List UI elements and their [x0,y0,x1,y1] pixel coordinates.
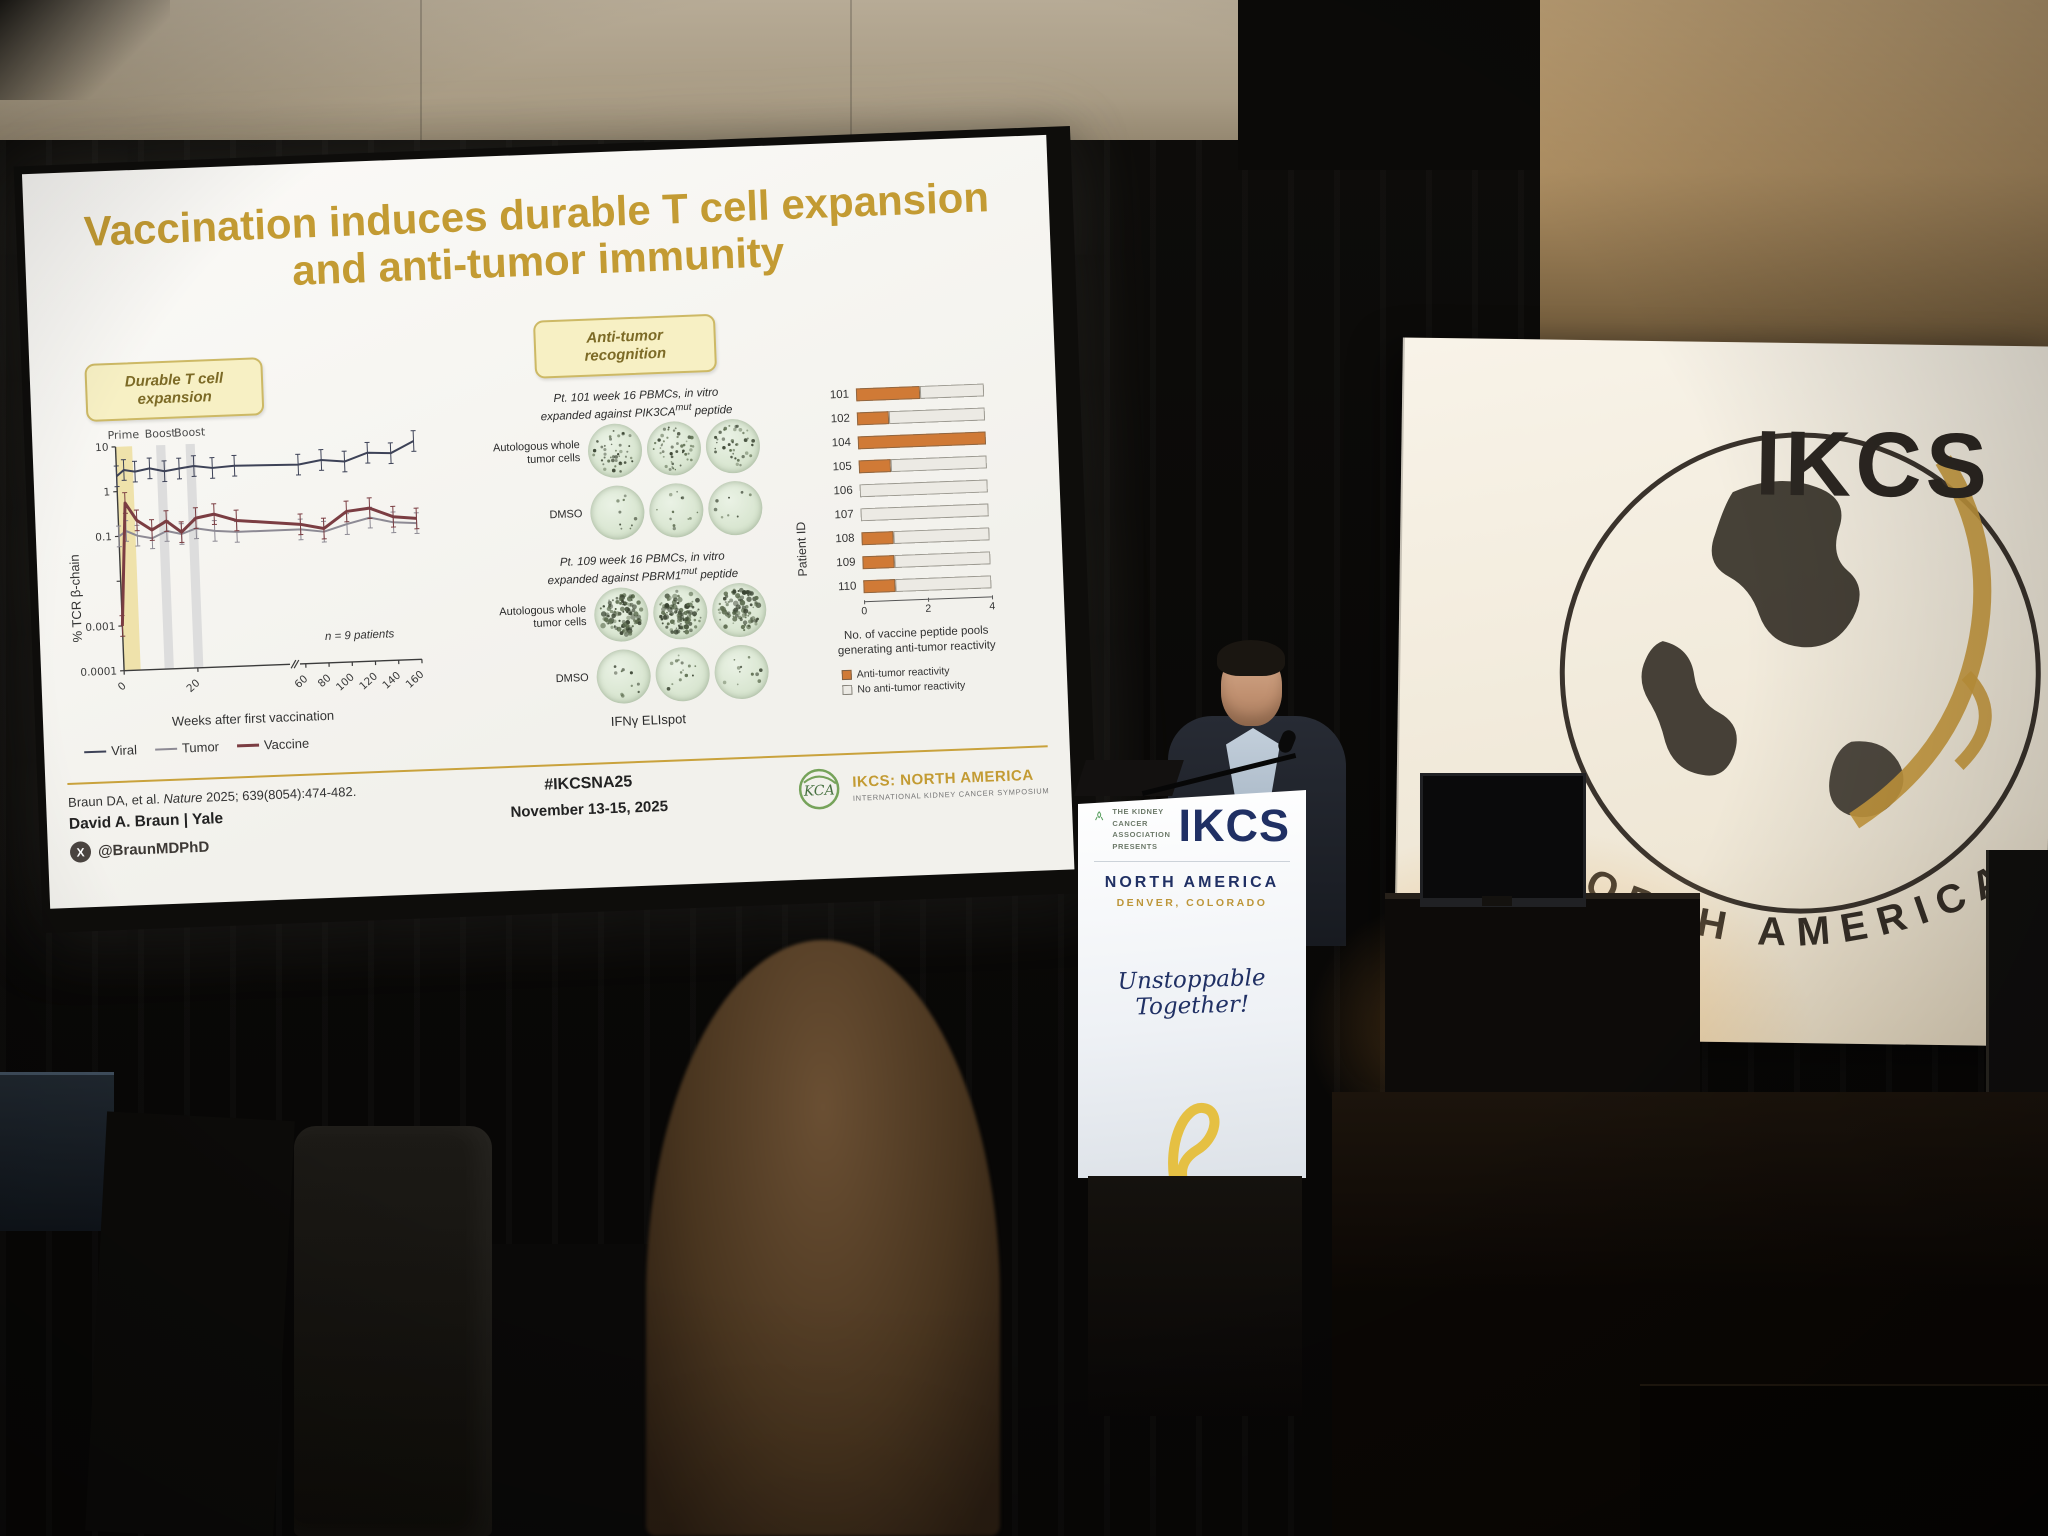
svg-text:Boost: Boost [144,427,176,441]
podium-base [1088,1176,1302,1416]
svg-text:1: 1 [103,486,110,498]
podium-brand: IKCS [1178,806,1290,847]
confidence-monitor [1420,773,1586,907]
legend-item-vaccine: Vaccine [237,736,310,754]
vaccine-line-swatch [237,744,259,748]
elispot-well [711,582,767,638]
svg-text:0.0001: 0.0001 [80,665,117,678]
elispot-caption: IFNγ ELIspot [493,707,803,734]
svg-text:140: 140 [380,669,403,691]
bar-chart-ylabel: Patient ID [794,521,810,576]
elispot-well [587,423,643,479]
tumor-line-swatch [155,747,177,750]
reactive-swatch [842,670,852,680]
svg-text:80: 80 [316,672,334,690]
svg-text:0.001: 0.001 [85,621,116,634]
svg-text:KCA: KCA [803,783,835,800]
elispot-well [652,584,708,640]
bar-chart-legend: Anti-tumor reactivity No anti-tumor reac… [842,664,966,699]
reactivity-bar-chart-rows: 101 102 104 105 106 107 108 109 110 [819,376,1027,600]
reactivity-bar-chart-axis: 024 [864,596,993,618]
foreground-equipment [85,1111,295,1536]
wall-seam [850,0,852,152]
podium-laptop [1074,760,1184,796]
speaker-hair [1217,640,1285,676]
podium-presents: The Kidney Cancer Association Presents [1112,806,1170,853]
foreground-equipment [470,1244,652,1536]
elispot-well [705,418,761,474]
corner-shadow [0,0,170,100]
kca-logo: KCA [796,765,844,813]
projection-screen: Vaccination induces durable T cell expan… [14,126,1100,933]
event-dates: November 13-15, 2025 [429,795,750,824]
svg-text:60: 60 [292,673,310,691]
row-label: DMSO [497,672,589,688]
slide: Vaccination induces durable T cell expan… [22,135,1074,909]
svg-text:Boost: Boost [174,425,206,439]
elispot-p2-tumor-row: Autologous whole tumor cells [493,582,767,646]
tcr-line-chart-wrap: Prime Boost Boost 10 1 0.1 0.001 0.0001 0 20 60 80 1… [56,407,438,741]
social-handle: X @BraunMDPhD [70,828,431,863]
elispot-p1-tumor-row: Autologous whole tumor cells [487,418,761,482]
x-icon: X [70,841,92,863]
row-label: Autologous whole tumor cells [494,603,587,632]
tcr-line-chart: Prime BoostBoost1010.10.0010.00010 20 60 80 1… [56,407,438,741]
svg-text:Prime: Prime [107,428,139,442]
svg-text:10: 10 [95,442,109,455]
row-label: DMSO [490,508,582,524]
svg-text:100: 100 [334,671,357,693]
svg-text:0.1: 0.1 [95,531,112,544]
slide-footer: Braun DA, et al. Nature 2025; 639(8054):… [68,757,1051,863]
svg-text:120: 120 [357,670,380,692]
legend-item-nonreactive: No anti-tumor reactivity [842,679,965,696]
viral-line-swatch [84,750,106,753]
slide-title: Vaccination induces durable T cell expan… [23,171,1051,304]
podium-sign: The Kidney Cancer Association Presents I… [1078,790,1306,1178]
antitumor-label-box: Anti-tumor recognition [533,314,717,379]
elispot-well [593,587,649,643]
stage-curtain-top [1238,0,1550,170]
row-label: Autologous whole tumor cells [488,439,581,468]
svg-text:160: 160 [404,669,427,691]
kca-mini-logo [1094,806,1104,826]
bar-chart-xlabel: No. of vaccine peptide pools generating … [808,622,1025,660]
elispot-p1-dmso-row: DMSO [489,480,763,544]
nonreactive-swatch [842,685,852,695]
elispot-well [596,649,652,705]
conference-room-photo: IKCS NORTH AMERICA Vaccination induces d… [0,0,2048,1536]
elispot-well [707,480,763,536]
podium-region: NORTH AMERICA [1094,874,1290,892]
elispot-well [714,644,770,700]
banner-brand: IKCS [1755,412,1992,517]
event-hashtag: #IKCSNA25 [428,769,749,799]
elispot-well [655,646,711,702]
wall-seam [420,0,422,152]
legend-item-reactive: Anti-tumor reactivity [842,664,965,681]
durable-label-box: Durable T cell expansion [84,357,264,422]
legend-item-viral: Viral [84,742,137,759]
podium-tagline: Unstoppable Together! [1093,964,1290,1021]
foreground-equipment-screen [0,1072,114,1231]
foreground-laptop [1640,1384,2048,1536]
foreground-chair [294,1126,492,1536]
elispot-well [646,420,702,476]
svg-text:20: 20 [184,677,202,695]
elispot-p2-dmso-row: DMSO [496,644,770,708]
legend-item-tumor: Tumor [155,739,220,756]
elispot-well [648,482,704,538]
podium-city: DENVER, COLORADO [1094,897,1290,909]
svg-text:0: 0 [116,680,129,693]
monitor-stand [1482,896,1512,906]
elispot-well [589,485,645,541]
